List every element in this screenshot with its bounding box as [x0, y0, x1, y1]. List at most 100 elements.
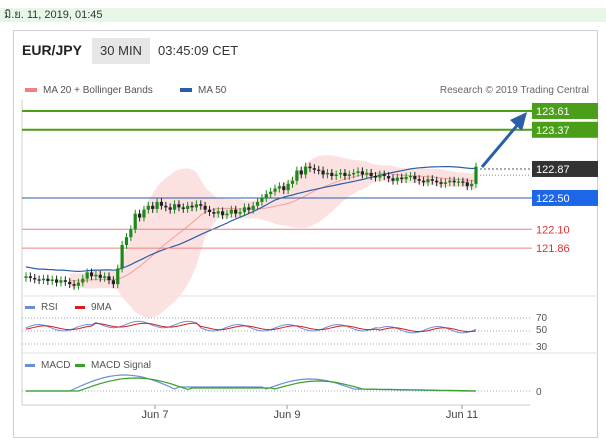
- candle-body: [137, 213, 142, 218]
- candle-body: [269, 191, 273, 195]
- candle-body: [107, 276, 111, 281]
- forecast-arrow-shaft: [480, 121, 522, 168]
- candle-body: [356, 171, 360, 173]
- research-credit: Research © 2019 Trading Central: [439, 85, 589, 96]
- candle-body: [46, 278, 50, 282]
- target-level-badge: [532, 102, 598, 119]
- rsi-line: [25, 320, 477, 334]
- legend-swatch: [180, 88, 192, 93]
- candle-body: [369, 172, 373, 177]
- candles: [24, 162, 478, 290]
- candle-body: [299, 170, 303, 175]
- candle-body: [321, 170, 325, 175]
- candle-body: [347, 174, 351, 177]
- candle-body: [435, 180, 439, 183]
- resistance-level-label: 121.86: [536, 243, 570, 255]
- candle-body: [103, 276, 107, 278]
- candle-body: [242, 207, 247, 213]
- candle-body: [465, 182, 469, 187]
- candle-body: [133, 213, 137, 230]
- candle-body: [365, 172, 369, 175]
- timestamp-text: มิ.ย. 11, 2019, 01:45: [4, 9, 103, 21]
- candle-body: [24, 276, 28, 278]
- candle-body: [59, 280, 63, 283]
- bollinger-band: [69, 155, 476, 318]
- ma20-line: [69, 172, 477, 282]
- candle-body: [221, 211, 225, 216]
- legend-swatch: [25, 363, 35, 367]
- candle-body: [28, 276, 32, 278]
- candle-body: [439, 182, 443, 184]
- candle-body: [448, 180, 452, 183]
- legend-ma50: MA 50: [180, 85, 226, 96]
- candle-body: [63, 280, 67, 282]
- candle-body: [225, 213, 229, 216]
- candle-body: [395, 177, 399, 181]
- candle-body: [247, 207, 251, 210]
- candle-body: [146, 205, 150, 210]
- candle-body: [330, 172, 334, 177]
- candle-body: [85, 272, 89, 279]
- target-level-badge: [532, 121, 598, 138]
- candle-body: [89, 272, 94, 277]
- target-level-label: 123.61: [536, 106, 570, 118]
- legend-label: MA 50: [198, 85, 227, 96]
- candle-body: [352, 172, 356, 175]
- candle-body: [417, 179, 421, 181]
- candle-body: [456, 181, 461, 183]
- candle-body: [277, 186, 281, 189]
- candle-body: [273, 188, 277, 192]
- target-level-label: 123.37: [536, 125, 570, 137]
- ma50-line: [25, 166, 477, 273]
- candle-body: [229, 209, 233, 214]
- candle-body: [98, 274, 102, 278]
- candle-body: [54, 279, 59, 283]
- candle-body: [343, 172, 347, 177]
- legend-label: RSI: [41, 302, 58, 313]
- legend-label: 9MA: [91, 302, 112, 313]
- candle-body: [207, 209, 212, 213]
- candle-body: [251, 205, 255, 210]
- candle-body: [282, 186, 286, 191]
- candle-body: [129, 229, 133, 238]
- candle-body: [94, 274, 98, 277]
- currency-pair: EUR/JPY: [22, 42, 82, 58]
- candle-body: [413, 176, 417, 180]
- candle-body: [373, 176, 378, 178]
- legend-rsi: RSI: [25, 302, 58, 313]
- candle-body: [111, 280, 115, 285]
- candle-body: [378, 174, 382, 178]
- candle-body: [304, 166, 308, 175]
- candle-body: [50, 279, 54, 282]
- timeframe-badge[interactable]: 30 MIN: [92, 38, 150, 64]
- header-time: 03:45:09 CET: [158, 43, 239, 58]
- candle-body: [474, 166, 478, 184]
- macd-signal-line: [26, 377, 476, 392]
- legend-label: MACD Signal: [91, 360, 152, 371]
- candle-body: [308, 166, 312, 169]
- candle-body: [151, 205, 155, 209]
- candle-body: [443, 182, 448, 184]
- candle-body: [172, 204, 177, 210]
- candle-body: [255, 201, 260, 206]
- resistance-level-label: 122.10: [536, 224, 570, 236]
- candle-body: [177, 204, 181, 208]
- candle-body: [461, 181, 465, 183]
- candle-body: [68, 281, 72, 285]
- rsi-level-label: 30: [536, 342, 548, 353]
- candle-body: [391, 178, 395, 181]
- legend-macd-signal: MACD Signal: [75, 360, 151, 371]
- candle-body: [190, 205, 194, 208]
- x-tick-label: Jun 7: [142, 409, 169, 421]
- support-level-badge: [532, 189, 598, 206]
- candle-body: [338, 172, 343, 175]
- candle-body: [76, 282, 81, 286]
- candle-body: [155, 201, 159, 209]
- legend-label: MACD: [41, 360, 71, 371]
- candle-body: [116, 268, 120, 285]
- chart-card: [13, 30, 598, 438]
- timestamp-bar: มิ.ย. 11, 2019, 01:45: [0, 8, 606, 22]
- candle-body: [81, 278, 85, 283]
- candle-body: [33, 277, 37, 280]
